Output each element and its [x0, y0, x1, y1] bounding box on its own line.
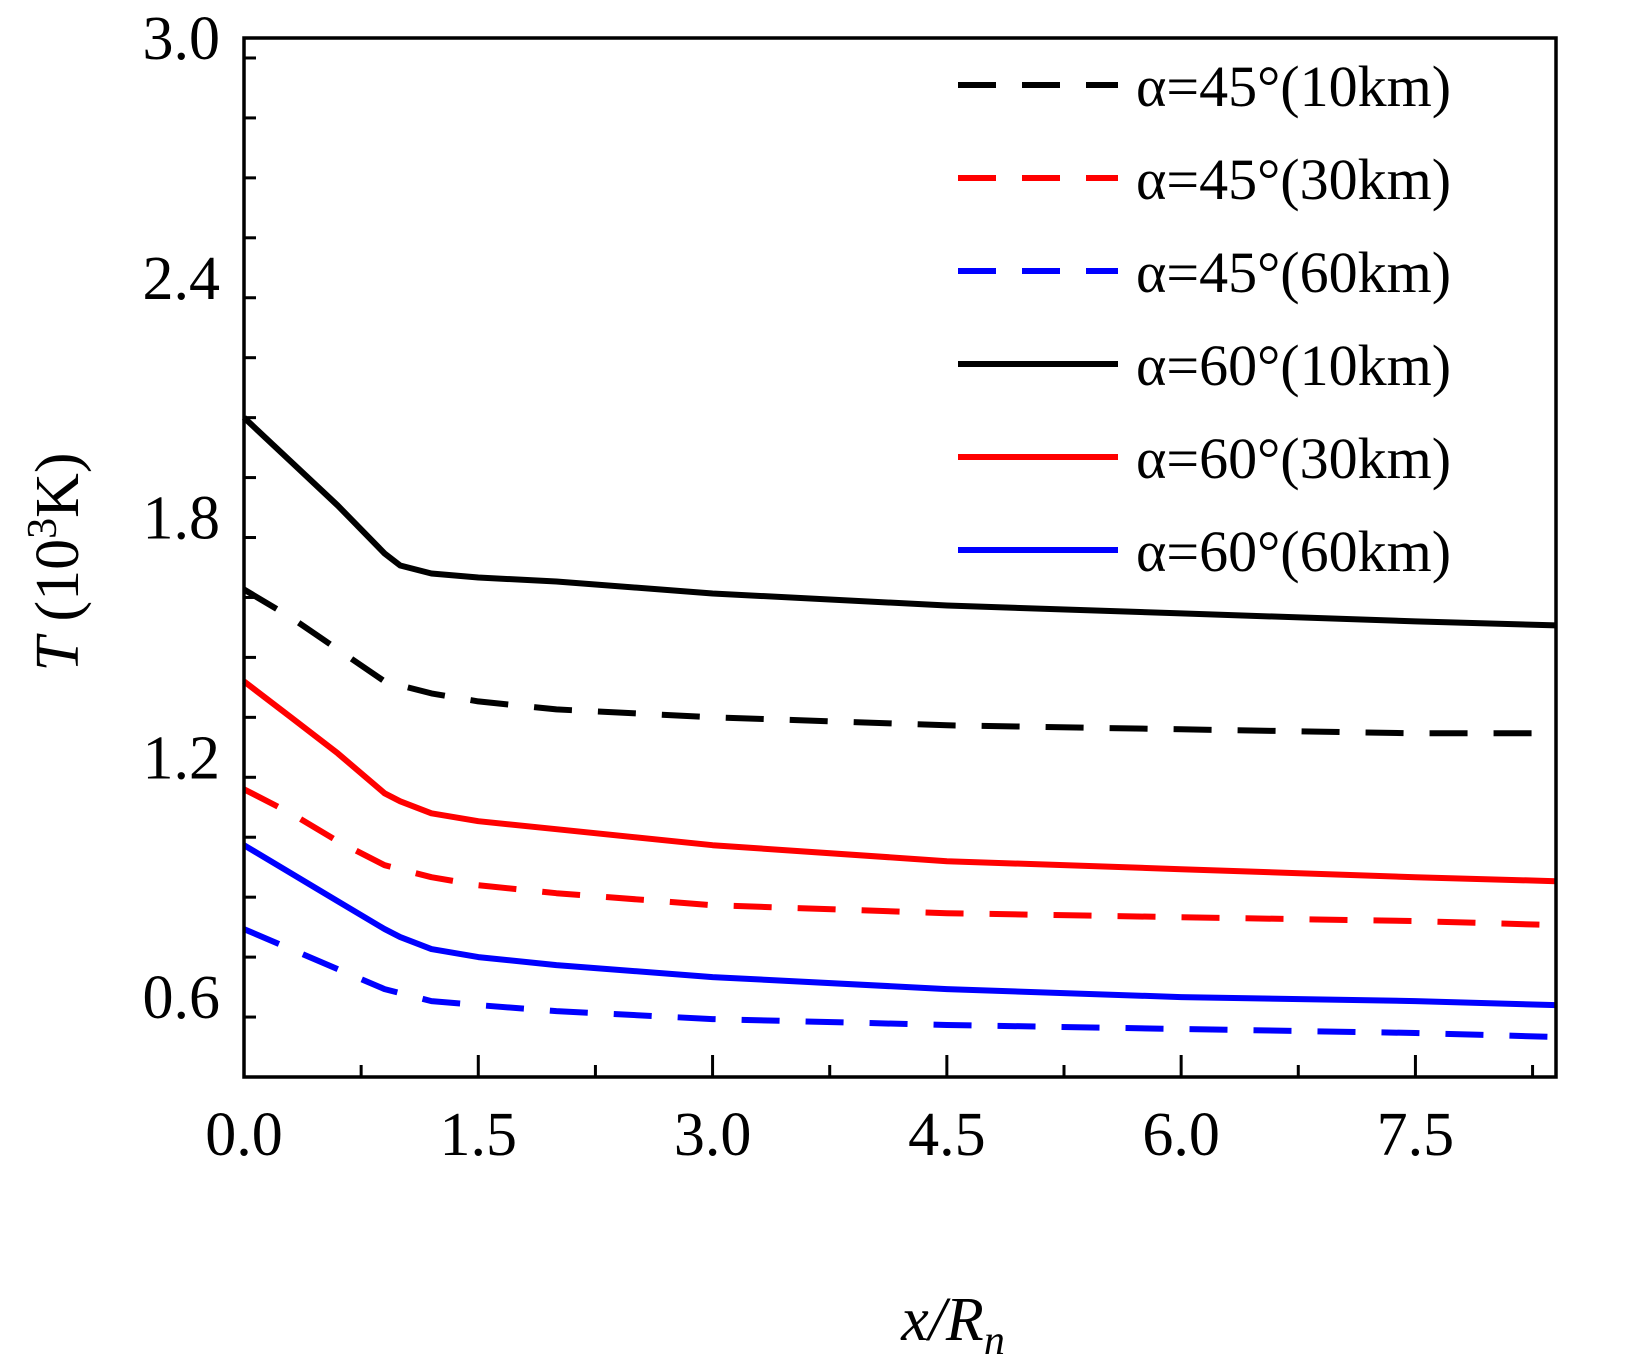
series-layer: [241, 415, 1557, 1040]
x-axis-title: x/Rn: [900, 1286, 1005, 1364]
plot-frame: [242, 36, 1558, 1079]
x-tick-label: 3.0: [674, 1101, 752, 1169]
x-tick-label: 7.5: [1377, 1101, 1455, 1169]
y-axis-title-unit-end: K): [24, 452, 92, 517]
x-axis-title-main: x/R: [900, 1286, 984, 1354]
y-tick-label: 1.8: [143, 485, 221, 553]
legend-label: α=45°(30km): [1136, 147, 1451, 212]
x-tick-label: 1.5: [440, 1101, 518, 1169]
series-line-α=60°(10km): [241, 415, 1557, 629]
series-line-α=45°(60km): [242, 926, 1557, 1040]
legend-label: α=45°(10km): [1136, 54, 1451, 119]
x-tick-label: 6.0: [1142, 1101, 1220, 1169]
series-line-α=45°(30km): [242, 786, 1557, 929]
legend-label: α=60°(60km): [1136, 519, 1451, 584]
x-tick-label: 4.5: [908, 1101, 986, 1169]
series-line-α=45°(10km): [242, 586, 1556, 737]
y-axis-title-unit-start: (10: [24, 539, 92, 637]
legend-label: α=45°(60km): [1136, 240, 1451, 305]
tick-labels: 0.0 1.5 3.0 4.5 6.0 7.5 0.6 1.2 1.8 2.4 3.0: [143, 5, 1455, 1169]
legend: α=45°(10km) α=45°(30km) α=45°(60km) α=60°(1…: [958, 54, 1451, 584]
legend-label: α=60°(30km): [1136, 426, 1451, 491]
x-tick-label: 0.0: [205, 1101, 283, 1169]
legend-label: α=60°(10km): [1136, 333, 1451, 398]
y-tick-label: 0.6: [143, 964, 221, 1032]
y-tick-label: 1.2: [143, 724, 221, 792]
y-axis-title-superscript: 3: [20, 518, 66, 539]
series-line-α=60°(30km): [242, 679, 1557, 885]
series-line-α=60°(60km): [242, 842, 1557, 1009]
x-axis-title-subscript: n: [984, 1318, 1005, 1364]
ticks-layer: [242, 56, 1535, 1079]
y-tick-label: 2.4: [143, 245, 221, 313]
y-tick-label: 3.0: [143, 5, 221, 73]
y-axis-title: T (103K): [20, 452, 92, 671]
y-axis-title-symbol: T: [24, 633, 92, 672]
